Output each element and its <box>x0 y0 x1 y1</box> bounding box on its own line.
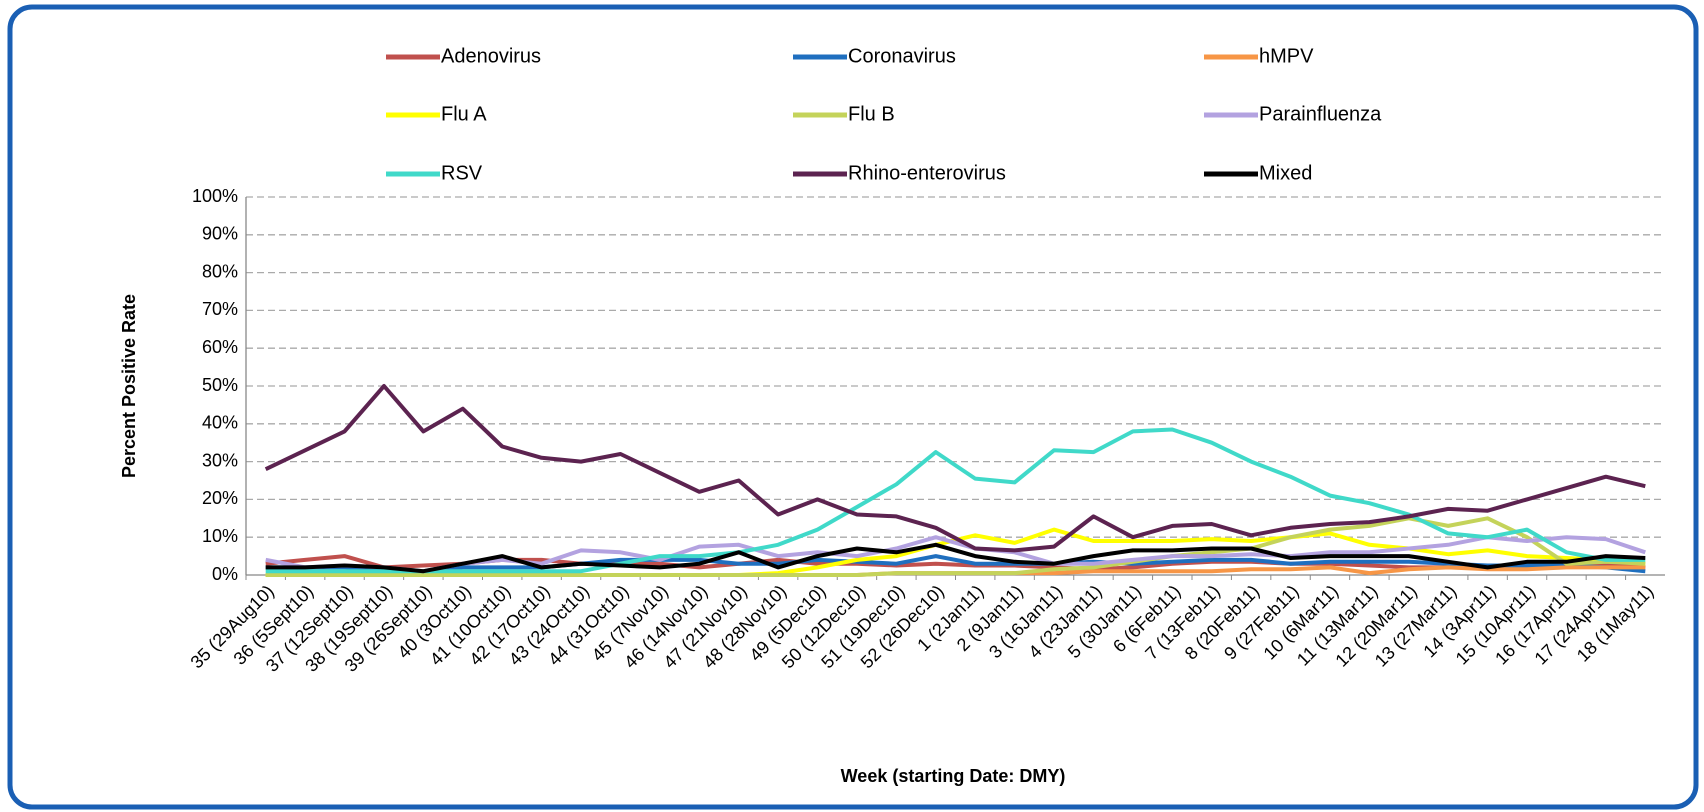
y-tick-label: 60% <box>202 337 238 357</box>
y-tick-label: 90% <box>202 224 238 244</box>
legend-label: Flu A <box>441 103 487 125</box>
legend-label: Parainfluenza <box>1259 103 1382 125</box>
series-line <box>265 542 1646 574</box>
y-tick-label: 80% <box>202 261 238 281</box>
y-tick-label: 70% <box>202 299 238 319</box>
legend-label: Adenovirus <box>441 45 541 67</box>
legend-label: Flu B <box>848 103 895 125</box>
chart-frame <box>7 4 1699 810</box>
series-line <box>265 554 1646 574</box>
legend-label: Mixed <box>1259 162 1312 184</box>
y-axis-title: Percent Positive Rate <box>119 294 139 478</box>
y-tick-label: 0% <box>212 564 238 584</box>
y-tick-label: 50% <box>202 375 238 395</box>
legend-label: Rhino-enterovirus <box>848 162 1006 184</box>
series-line <box>265 427 1646 574</box>
series-line <box>265 535 1646 574</box>
x-axis-title: Week (starting Date: DMY) <box>841 766 1066 786</box>
legend-label: hMPV <box>1259 45 1314 67</box>
y-tick-label: 30% <box>202 450 238 470</box>
y-tick-label: 40% <box>202 413 238 433</box>
y-tick-label: 20% <box>202 488 238 508</box>
y-tick-label: 100% <box>192 186 238 206</box>
legend-label: Coronavirus <box>848 45 956 67</box>
y-tick-label: 10% <box>202 526 238 546</box>
series-line <box>264 384 1646 553</box>
legend-label: RSV <box>441 162 483 184</box>
